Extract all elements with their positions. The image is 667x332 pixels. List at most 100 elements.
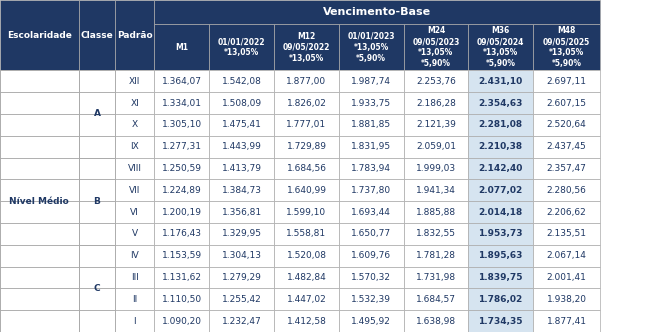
Bar [154, 70, 209, 92]
Bar [533, 245, 600, 267]
Bar [115, 179, 154, 201]
Bar [115, 223, 154, 245]
Text: 2.431,10: 2.431,10 [478, 77, 523, 86]
Bar [154, 289, 209, 310]
Text: 1.599,10: 1.599,10 [286, 208, 327, 216]
Text: 2.206,62: 2.206,62 [547, 208, 586, 216]
Text: 1.255,42: 1.255,42 [222, 295, 261, 304]
Bar [339, 24, 404, 70]
Text: 2.210,38: 2.210,38 [478, 142, 523, 151]
Bar [0, 158, 79, 179]
Text: 2.607,15: 2.607,15 [547, 99, 586, 108]
Bar [0, 267, 79, 289]
Text: 1.786,02: 1.786,02 [478, 295, 523, 304]
Bar [209, 24, 274, 70]
Text: 2.135,51: 2.135,51 [547, 229, 586, 238]
Bar [404, 267, 468, 289]
Bar [468, 114, 533, 136]
Bar [115, 245, 154, 267]
Bar [209, 179, 274, 201]
Bar [404, 201, 468, 223]
Text: 2.186,28: 2.186,28 [416, 99, 456, 108]
Bar [115, 136, 154, 158]
Bar [533, 289, 600, 310]
Bar [533, 92, 600, 114]
Text: 1.334,01: 1.334,01 [162, 99, 201, 108]
Text: 1.640,99: 1.640,99 [287, 186, 326, 195]
Bar [79, 92, 115, 114]
Text: IX: IX [130, 142, 139, 151]
Text: 2.121,39: 2.121,39 [416, 121, 456, 129]
Text: 1.413,79: 1.413,79 [222, 164, 261, 173]
Text: 01/01/2022
*13,05%: 01/01/2022 *13,05% [218, 37, 265, 57]
Text: 1.090,20: 1.090,20 [162, 317, 201, 326]
Bar [0, 223, 79, 245]
Text: 2.014,18: 2.014,18 [478, 208, 523, 216]
Text: VI: VI [130, 208, 139, 216]
Text: 1.447,02: 1.447,02 [287, 295, 326, 304]
Bar [79, 158, 115, 179]
Bar [533, 179, 600, 201]
Bar [0, 114, 79, 136]
Bar [79, 289, 115, 310]
Text: 2.357,47: 2.357,47 [547, 164, 586, 173]
Text: 1.508,09: 1.508,09 [221, 99, 262, 108]
Bar [404, 70, 468, 92]
Bar [0, 136, 79, 158]
Text: 1.638,98: 1.638,98 [416, 317, 456, 326]
Bar [468, 179, 533, 201]
Bar [79, 70, 115, 92]
Text: 1.987,74: 1.987,74 [352, 77, 391, 86]
Bar [209, 267, 274, 289]
Bar [468, 289, 533, 310]
Bar [404, 114, 468, 136]
Bar [404, 136, 468, 158]
Bar [0, 245, 79, 267]
Text: 2.437,45: 2.437,45 [547, 142, 586, 151]
Text: 1.953,73: 1.953,73 [478, 229, 523, 238]
Bar [115, 179, 154, 201]
Bar [274, 92, 339, 114]
Text: 1.781,28: 1.781,28 [416, 251, 456, 260]
Bar [0, 70, 79, 332]
Bar [468, 136, 533, 158]
Bar [0, 179, 79, 201]
Bar [533, 24, 600, 70]
Bar [79, 267, 115, 289]
Text: 1.609,76: 1.609,76 [351, 251, 392, 260]
Text: 1.475,41: 1.475,41 [222, 121, 261, 129]
Bar [79, 245, 115, 267]
Bar [209, 245, 274, 267]
Bar [274, 245, 339, 267]
Text: XII: XII [129, 77, 141, 86]
Bar [339, 245, 404, 267]
Text: 1.933,75: 1.933,75 [351, 99, 392, 108]
Bar [274, 136, 339, 158]
Bar [115, 267, 154, 289]
Bar [0, 201, 79, 223]
Bar [0, 0, 79, 70]
Bar [274, 289, 339, 310]
Text: 1.110,50: 1.110,50 [161, 295, 202, 304]
Text: Vencimento-Base: Vencimento-Base [323, 7, 432, 17]
Bar [0, 245, 79, 267]
Bar [0, 267, 79, 289]
Bar [404, 310, 468, 332]
Text: A: A [93, 110, 101, 119]
Bar [339, 179, 404, 201]
Bar [154, 245, 209, 267]
Bar [0, 92, 79, 114]
Text: 1.520,08: 1.520,08 [287, 251, 326, 260]
Bar [79, 223, 115, 245]
Text: 1.938,20: 1.938,20 [547, 295, 586, 304]
Bar [533, 223, 600, 245]
Bar [115, 114, 154, 136]
Text: 1.839,75: 1.839,75 [478, 273, 523, 282]
Bar [209, 158, 274, 179]
Bar [79, 114, 115, 136]
Bar [533, 267, 600, 289]
Bar [468, 70, 533, 92]
Bar [0, 70, 79, 92]
Text: Escolaridade: Escolaridade [7, 31, 72, 40]
Text: 1.250,59: 1.250,59 [162, 164, 201, 173]
